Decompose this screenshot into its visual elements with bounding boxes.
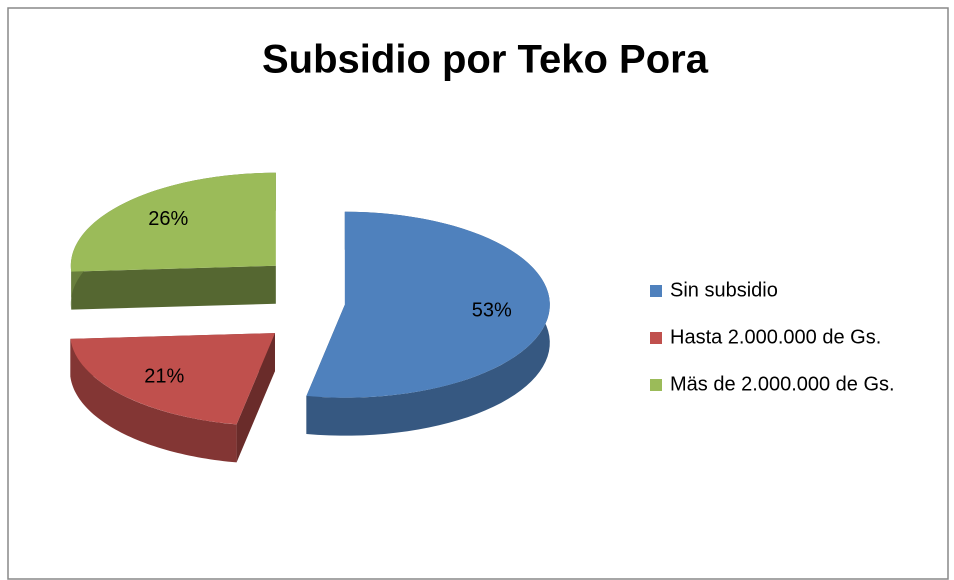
- slice: [70, 172, 276, 310]
- slice: [70, 333, 275, 463]
- data-label: 26%: [148, 208, 188, 230]
- data-label: 21%: [144, 366, 184, 388]
- slice-wall: [70, 338, 237, 463]
- legend-swatch: [650, 285, 662, 297]
- slice-side: [71, 265, 276, 310]
- chart-title: Subsidio por Teko Pora: [262, 38, 709, 82]
- legend-label: Hasta 2.000.000 de Gs.: [670, 326, 881, 348]
- legend-swatch: [650, 332, 662, 344]
- legend-label: Mäs de 2.000.000 de Gs.: [670, 373, 895, 395]
- legend-label: Sin subsidio: [670, 279, 778, 301]
- slice: [306, 211, 550, 436]
- slice-top: [70, 172, 276, 272]
- data-label: 53%: [472, 299, 512, 321]
- slice-top: [306, 211, 550, 398]
- slice-top: [70, 333, 275, 425]
- legend-swatch: [650, 379, 662, 391]
